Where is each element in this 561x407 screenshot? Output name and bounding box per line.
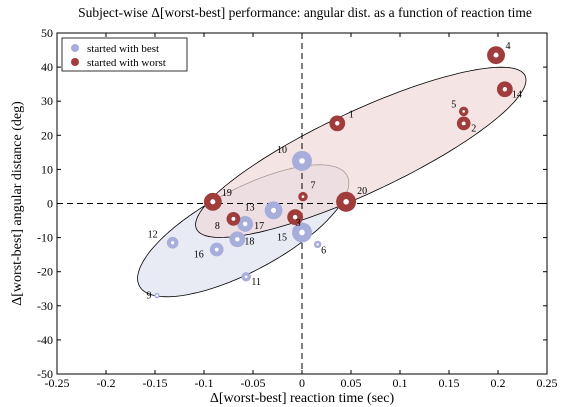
point-label-3: 3 <box>296 218 301 229</box>
x-tick-label: -0.2 <box>97 376 116 390</box>
x-tick-label: -0.15 <box>143 376 168 390</box>
y-tick-label: -30 <box>37 299 53 313</box>
point-label-7: 7 <box>310 181 315 192</box>
point-label-15: 15 <box>277 232 287 243</box>
point-label-11: 11 <box>251 277 261 288</box>
point-label-13: 13 <box>245 202 255 213</box>
y-tick-label: -20 <box>37 265 53 279</box>
data-point-core-worst-7 <box>301 195 305 199</box>
data-point-core-best-10 <box>299 158 305 164</box>
data-point-core-best-18 <box>235 237 240 242</box>
data-point-core-worst-19 <box>210 199 216 205</box>
x-tick-label: 0.2 <box>491 376 506 390</box>
data-point-core-best-13 <box>271 207 277 213</box>
points-layer <box>154 46 513 299</box>
y-tick-label: 40 <box>41 60 53 74</box>
point-label-5: 5 <box>451 99 456 110</box>
legend-box <box>61 37 188 72</box>
ellipse-worst <box>195 66 527 238</box>
ellipse-layer <box>137 66 527 298</box>
legend-marker-worst <box>71 58 79 66</box>
x-tick-label: 0.1 <box>393 376 408 390</box>
y-axis: -50 -40 -30 -20 -10 0 10 20 30 40 50 <box>37 26 547 381</box>
y-tick-label: -50 <box>37 367 53 381</box>
point-label-6: 6 <box>321 245 326 256</box>
y-tick-label: 0 <box>47 197 53 211</box>
point-label-14: 14 <box>512 89 522 100</box>
legend-label-worst: started with worst <box>87 57 166 69</box>
y-tick-label: 10 <box>41 162 53 176</box>
point-label-4: 4 <box>506 41 511 52</box>
legend-marker-best <box>71 44 79 52</box>
data-point-core-worst-1 <box>335 121 340 126</box>
x-tick-label: 0.25 <box>537 376 558 390</box>
data-point-core-worst-8 <box>231 216 236 221</box>
data-point-core-worst-14 <box>502 87 508 92</box>
y-tick-label: -40 <box>37 333 53 347</box>
data-point-core-worst-3 <box>292 214 298 220</box>
point-label-12: 12 <box>148 230 158 241</box>
data-point-core-best-9 <box>155 294 159 297</box>
y-tick-label: 50 <box>41 26 53 40</box>
y-tick-label: 30 <box>41 94 53 108</box>
point-label-20: 20 <box>357 186 367 197</box>
data-point-core-worst-4 <box>493 52 499 58</box>
data-point-core-best-12 <box>171 241 175 245</box>
data-point-core-best-16 <box>214 247 219 252</box>
data-point-core-best-17 <box>242 221 248 227</box>
point-label-10: 10 <box>277 145 287 156</box>
y-tick-label: 20 <box>41 128 53 142</box>
point-label-17: 17 <box>254 221 264 232</box>
y-tick-label: -10 <box>37 231 53 245</box>
x-tick-label: -0.1 <box>195 376 214 390</box>
point-label-9: 9 <box>146 291 151 302</box>
data-point-core-best-15 <box>299 229 305 236</box>
x-tick-label: 0.15 <box>439 376 460 390</box>
y-axis-title: Δ[worst-best] angular distance (deg) <box>10 101 25 306</box>
point-label-2: 2 <box>471 123 476 134</box>
x-axis-title: Δ[worst-best] reaction time (sec) <box>210 391 395 406</box>
x-axis: -0.25 -0.2 -0.15 -0.1 -0.05 0 0.05 0.1 0.15 0.2 0.… <box>45 33 558 390</box>
point-label-16: 16 <box>194 250 204 261</box>
chart-title: Subject-wise Δ[worst-best] performance: … <box>78 5 532 20</box>
point-label-18: 18 <box>244 236 254 247</box>
point-label-19: 19 <box>222 188 232 199</box>
legend: started with best started with worst <box>61 37 188 72</box>
point-label-1: 1 <box>349 109 354 120</box>
x-tick-label: -0.05 <box>241 376 266 390</box>
data-point-core-worst-5 <box>462 110 466 113</box>
legend-label-best: started with best <box>87 43 159 55</box>
zero-lines <box>57 33 547 374</box>
x-tick-label: 0.05 <box>341 376 362 390</box>
data-point-core-best-11 <box>244 275 248 279</box>
x-tick-label: 0 <box>299 376 305 390</box>
point-label-8: 8 <box>215 221 220 232</box>
data-point-core-best-6 <box>316 243 319 246</box>
data-point-core-worst-20 <box>343 198 349 205</box>
x-tick-label: -0.25 <box>45 376 70 390</box>
data-point-core-worst-2 <box>461 121 466 126</box>
